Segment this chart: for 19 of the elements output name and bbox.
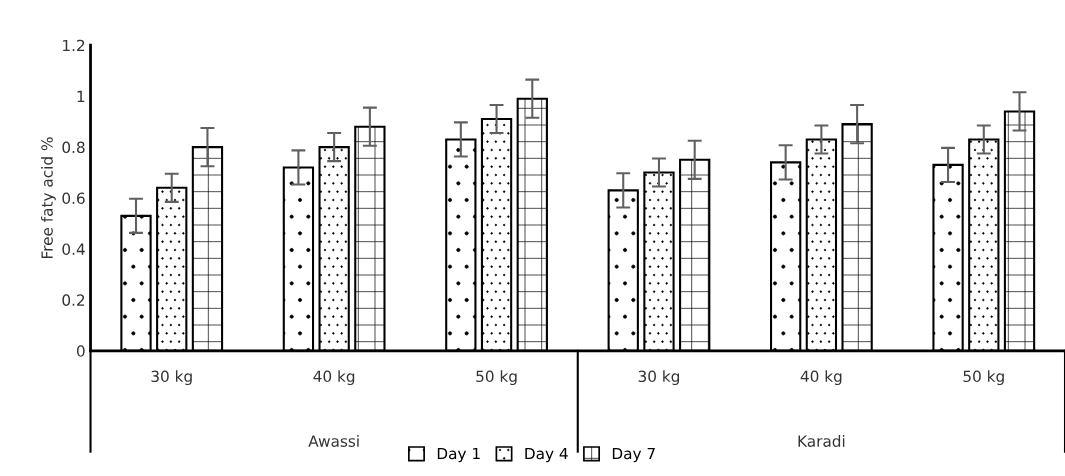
- x-tick-label: 50 kg: [476, 370, 517, 386]
- x-tick-label: 40 kg: [313, 370, 355, 386]
- x-tick-label: 50 kg: [963, 370, 1004, 386]
- x-tick-label: 30 kg: [638, 370, 679, 386]
- text: Awassi: [308, 435, 359, 447]
- y-tick-label: 1.2: [63, 39, 85, 52]
- y-tick-label: 0.6: [62, 192, 85, 205]
- legend-label: Day 7: [612, 447, 655, 463]
- y-tick-label: 1: [77, 90, 85, 102]
- legend-label: Day 4: [525, 447, 568, 463]
- y-axis-title: Free faty acid %: [41, 137, 56, 259]
- y-tick-label: 0.8: [62, 141, 85, 154]
- text: Karadi: [798, 435, 845, 447]
- y-tick-label: 0.4: [62, 243, 85, 255]
- y-tick-label: 0: [76, 345, 85, 357]
- x-tick-label: 40 kg: [800, 370, 842, 386]
- legend-label: Day 1: [437, 447, 480, 463]
- x-tick-label: 30 kg: [151, 370, 192, 386]
- y-tick-label: 0.2: [62, 294, 85, 306]
